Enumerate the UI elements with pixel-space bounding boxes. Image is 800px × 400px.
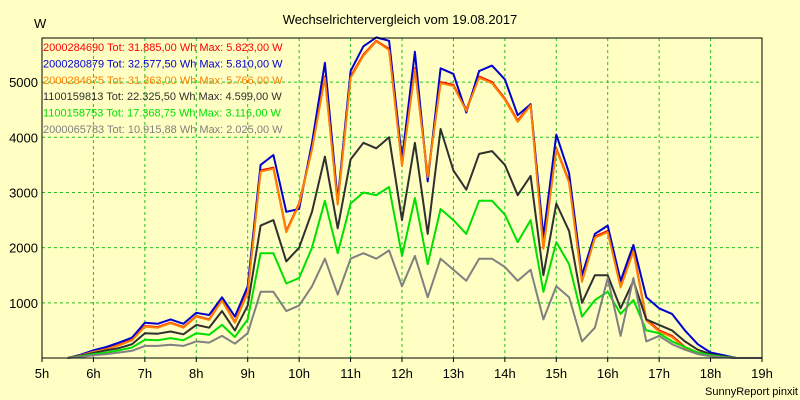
x-tick-label: 14h [494,366,516,381]
credit-text: SunnyReport pinxit [705,386,798,398]
series-line-3 [67,40,762,359]
plot-border [41,37,763,359]
legend-entry: 2000284675 Tot: 31.363,00 Wh Max: 5.766,… [43,75,283,87]
series-line-6 [67,249,762,359]
legend-entry: 2000280879 Tot: 32.577,50 Wh Max: 5.810,… [43,58,283,70]
chart-title: Wechselrichtervergleich vom 19.08.2017 [283,12,518,27]
x-tick-label: 8h [189,366,203,381]
legend-entry: 1100158753 Tot: 17.368,75 Wh Max: 3.116,… [43,108,282,120]
x-tick-label: 17h [648,366,670,381]
tick-labels: 1000 2000 3000 4000 5000 5h 6h 7h 8h 9h 10h 11h 12h 1… [9,75,773,381]
x-tick-label: 18h [700,366,722,381]
x-tick-label: 9h [240,366,254,381]
x-tick-label: 16h [597,366,619,381]
legend-entry: 1100159813 Tot: 22.325,50 Wh Max: 4.599,… [43,91,282,103]
legend-entry: 2000284690 Tot: 31.885,00 Wh Max: 5.823,… [43,42,283,54]
y-tick-label: 3000 [9,185,38,200]
axes [41,37,763,362]
y-unit-label: W [34,16,47,31]
y-tick-label: 1000 [9,296,38,311]
y-tick-label: 4000 [9,130,38,145]
x-tick-label: 11h [340,366,361,381]
legend-entry: 2000065783 Tot: 10.915,88 Wh Max: 2.025,… [43,124,283,136]
x-tick-label: 15h [545,366,567,381]
x-tick-label: 5h [35,366,49,381]
series-line-5 [67,186,762,359]
x-tick-label: 10h [288,366,310,381]
x-tick-label: 6h [86,366,100,381]
x-tick-label: 7h [138,366,152,381]
legend: 2000284690 Tot: 31.885,00 Wh Max: 5.823,… [43,42,283,136]
series-line-4 [67,128,762,359]
series-line-2 [67,36,762,359]
y-tick-label: 2000 [9,241,38,256]
x-tick-label: 12h [391,366,413,381]
y-tick-label: 5000 [9,75,38,90]
x-tick-label: 13h [443,366,465,381]
x-tick-label: 19h [751,366,773,381]
series-lines [67,36,762,359]
